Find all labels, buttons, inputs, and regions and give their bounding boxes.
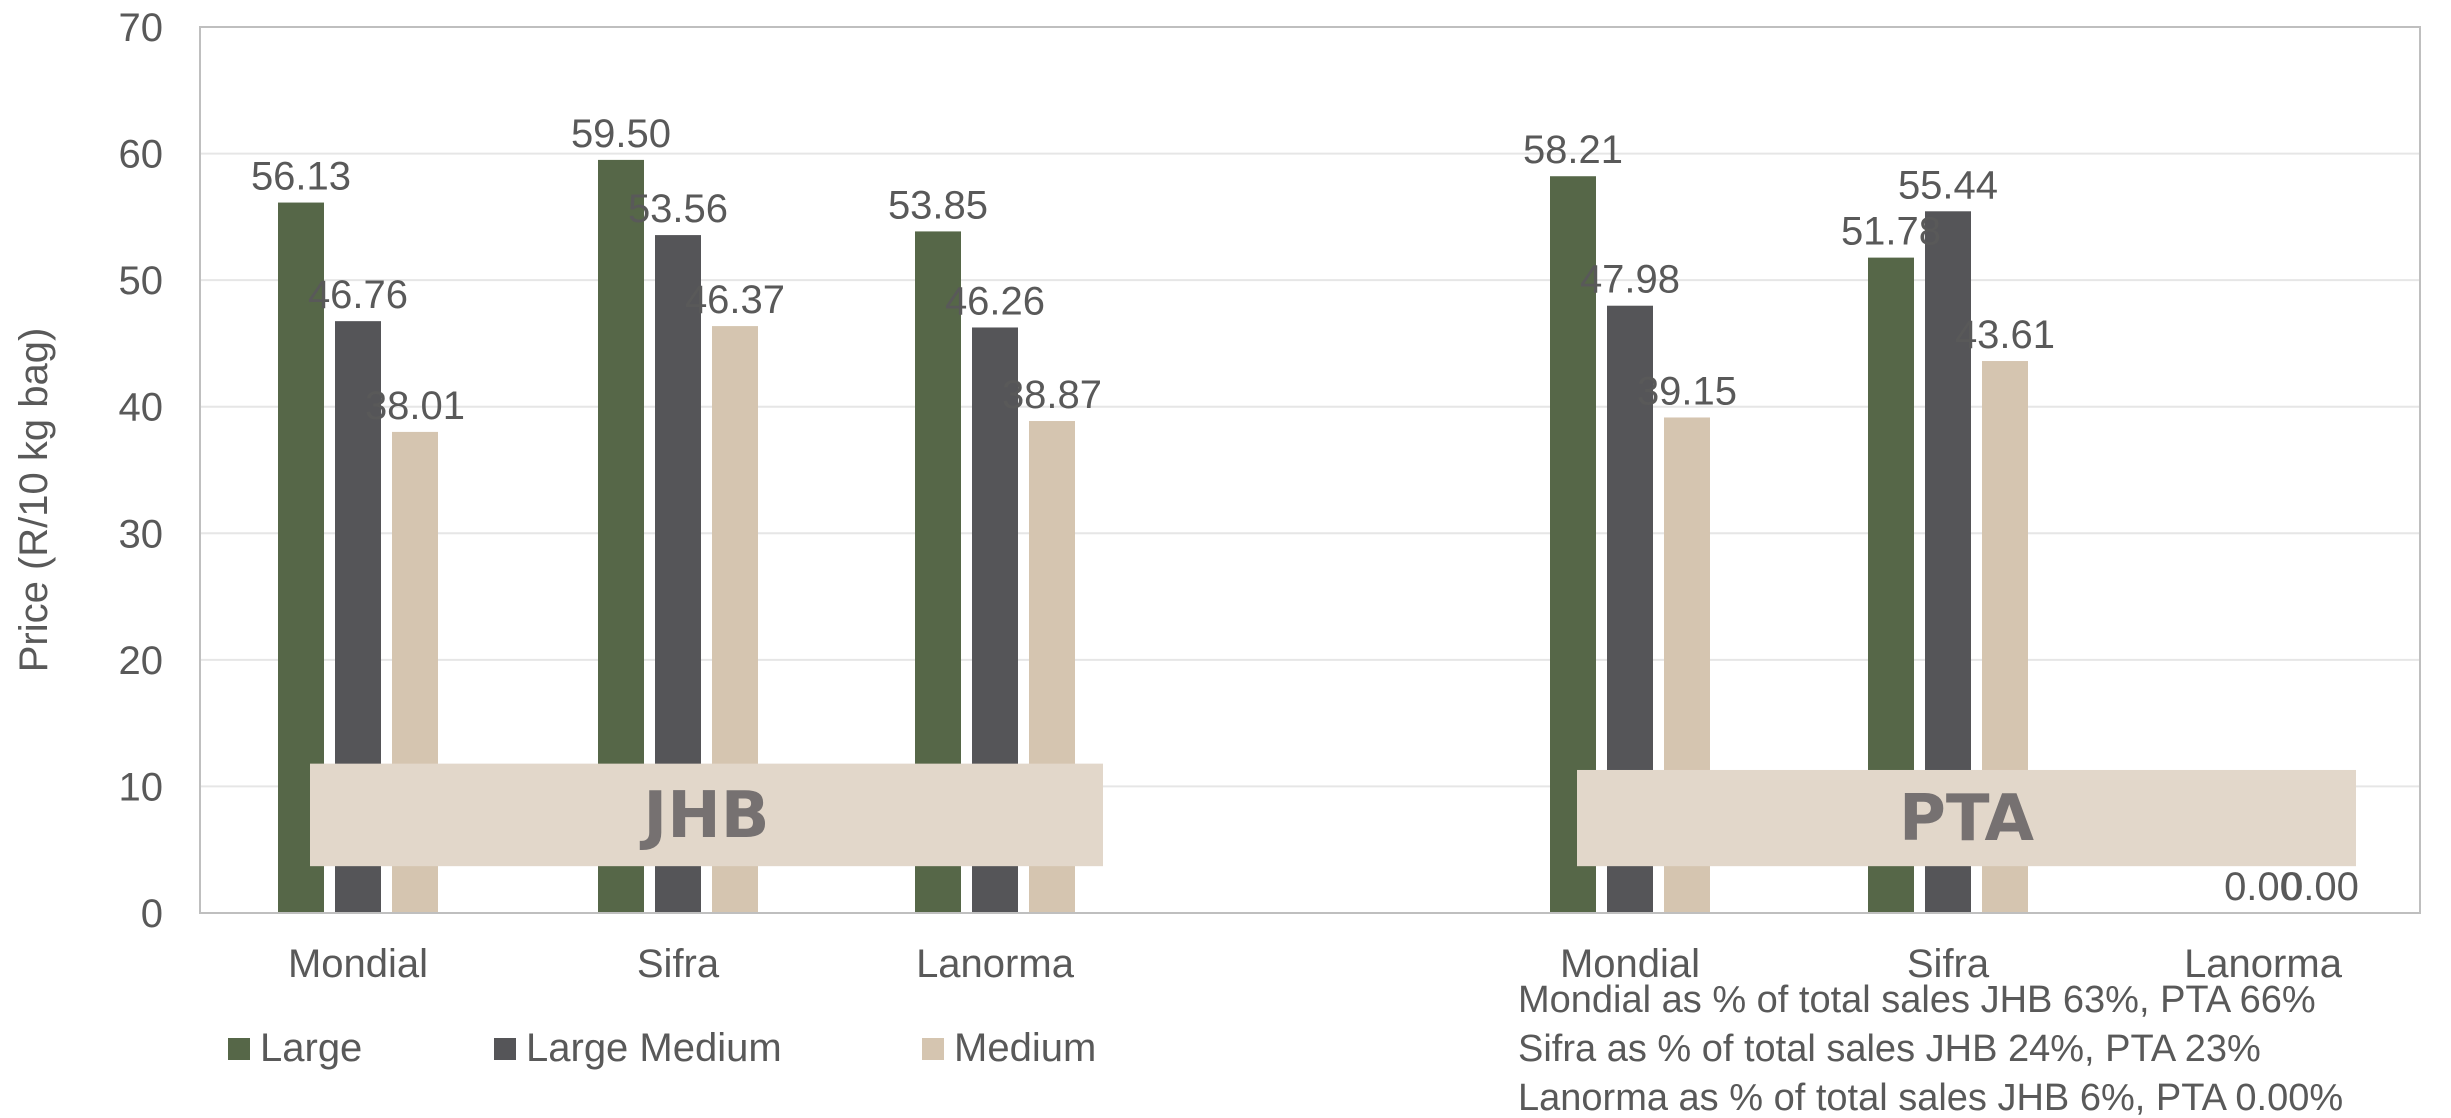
- category-label: Lanorma: [2184, 942, 2343, 986]
- axes: 0 10 20 30 40 50 60 70 Mondial Sifra Lanorma Mondia…: [119, 6, 2421, 986]
- data-label: 53.85: [888, 183, 988, 227]
- data-label: 46.76: [308, 273, 408, 317]
- data-label: 58.21: [1523, 128, 1623, 172]
- data-label: 0.00: [2224, 865, 2302, 909]
- gridlines: [200, 152, 2420, 788]
- y-axis-title: Price (R/10 kg bag): [12, 328, 56, 673]
- group-band: [310, 763, 1103, 867]
- data-labels: 56.13 46.76 38.01 59.50 53.56 46.37 53.85 46.26…: [251, 112, 2359, 909]
- group-label: PTA: [1899, 782, 2035, 856]
- data-label: 53.56: [628, 187, 728, 231]
- category-label: Lanorma: [916, 942, 1075, 986]
- data-label: 51.78: [1841, 210, 1941, 254]
- data-label: 47.98: [1580, 258, 1680, 302]
- legend-swatch: [228, 1038, 250, 1060]
- legend-swatch: [922, 1038, 944, 1060]
- legend-swatch: [494, 1038, 516, 1060]
- y-tick-label: 60: [119, 133, 164, 177]
- y-tick-label: 40: [119, 386, 164, 430]
- legend-label: Medium: [954, 1026, 1096, 1070]
- data-label: 55.44: [1898, 163, 1998, 207]
- note-line: Mondial as % of total sales JHB 63%, PTA…: [1518, 979, 2316, 1021]
- legend-label: Large Medium: [526, 1026, 782, 1070]
- y-tick-label: 0: [141, 892, 163, 936]
- data-label: 56.13: [251, 155, 351, 199]
- data-label: 46.37: [685, 278, 785, 322]
- data-label: 46.26: [945, 279, 1045, 323]
- plot-frame: [199, 26, 2421, 914]
- y-tick-label: 20: [119, 639, 164, 683]
- y-tick-label: 30: [119, 512, 164, 556]
- group-band: [1577, 769, 2356, 867]
- data-label: 39.15: [1637, 369, 1737, 413]
- legend-label: Large: [260, 1026, 362, 1070]
- note-line: Sifra as % of total sales JHB 24%, PTA 2…: [1518, 1028, 2261, 1070]
- data-label: 43.61: [1955, 313, 2055, 357]
- note-line: Lanorma as % of total sales JHB 6%, PTA …: [1518, 1077, 2343, 1118]
- data-label: 0.00: [2281, 865, 2359, 909]
- data-label: 38.87: [1002, 373, 1102, 417]
- legend: Large Large Medium Medium: [228, 1026, 1096, 1070]
- y-tick-label: 10: [119, 765, 164, 809]
- category-label: Mondial: [1560, 942, 1700, 986]
- category-label: Sifra: [637, 942, 720, 986]
- category-label: Sifra: [1907, 942, 1990, 986]
- group-label: JHB: [639, 779, 769, 853]
- y-tick-label: 50: [119, 259, 164, 303]
- notes: Mondial as % of total sales JHB 63%, PTA…: [1518, 979, 2343, 1118]
- category-label: Mondial: [288, 942, 428, 986]
- data-label: 38.01: [365, 384, 465, 428]
- y-tick-label: 70: [119, 6, 164, 50]
- group-bands: JHB PTA: [310, 763, 2356, 867]
- data-label: 59.50: [571, 112, 671, 156]
